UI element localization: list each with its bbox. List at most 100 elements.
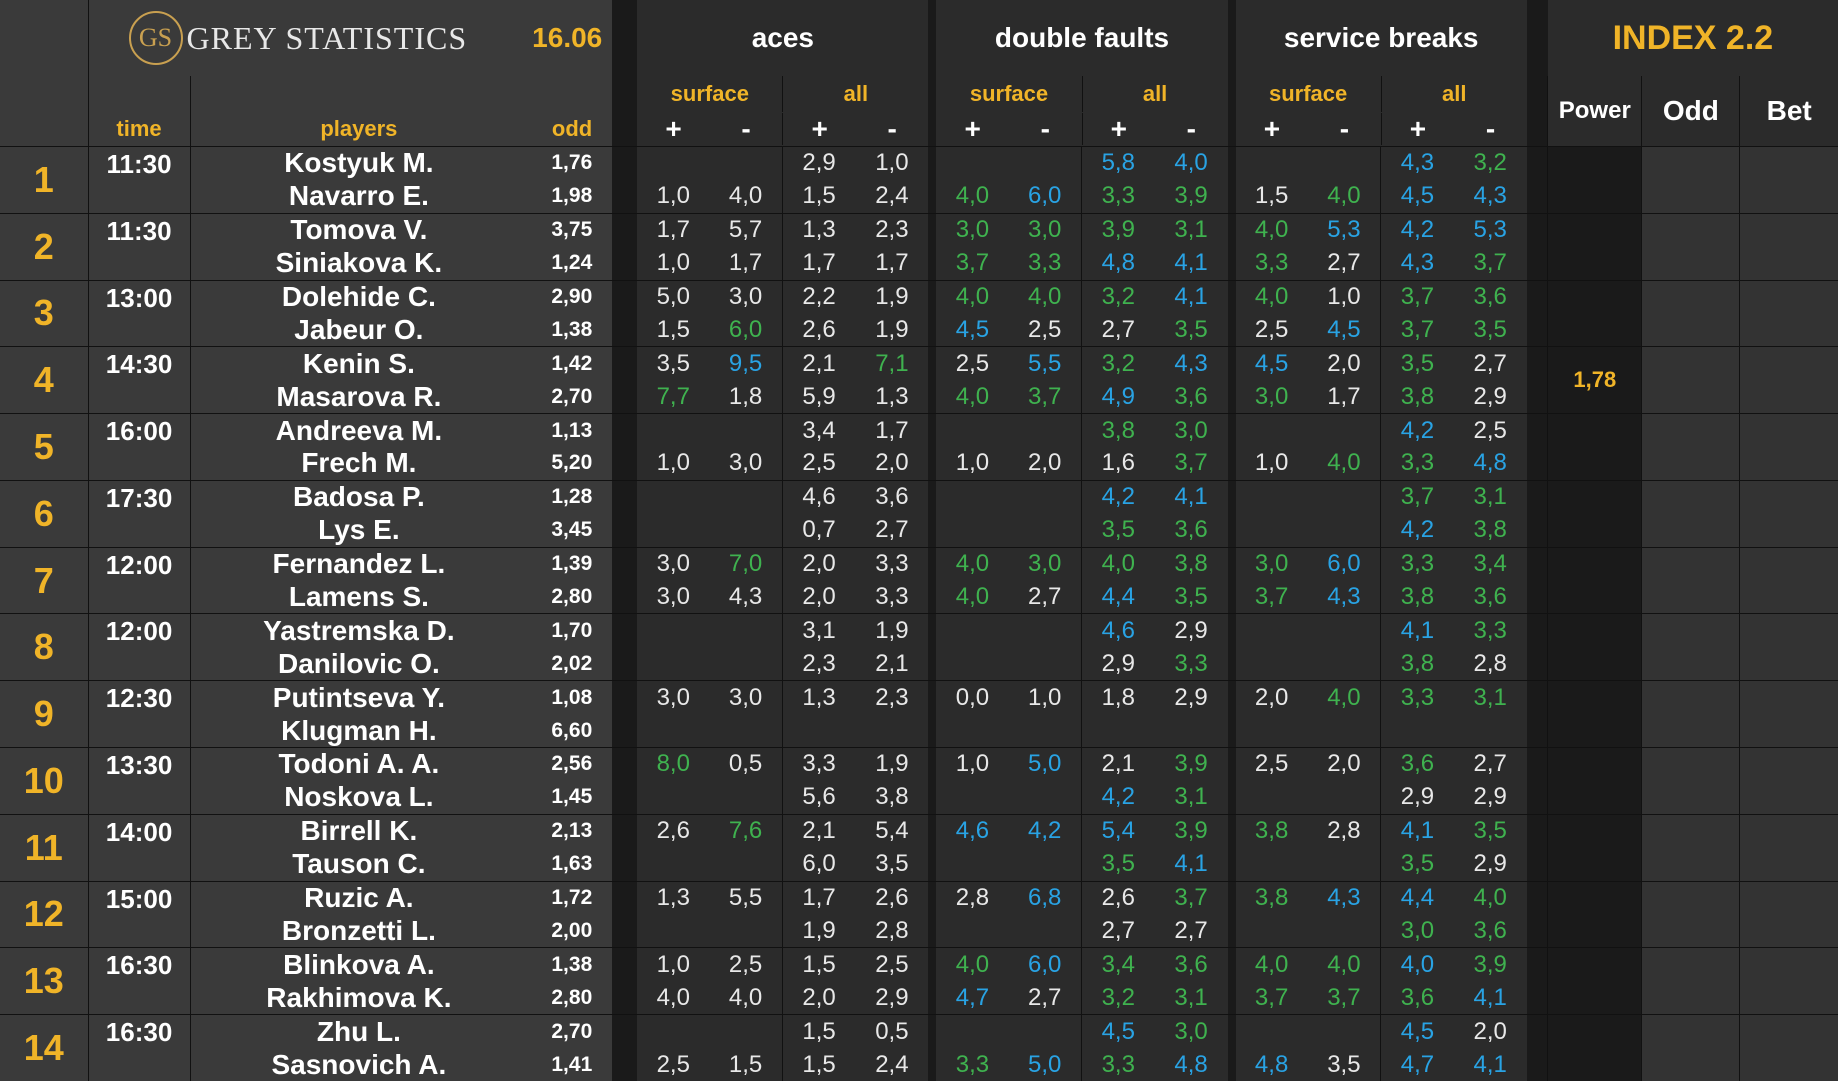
- odd-value: [1641, 279, 1740, 347]
- player-odd: 5,20: [527, 447, 613, 481]
- stat-value: 3,0: [709, 279, 783, 314]
- separator: [928, 313, 937, 347]
- stat-value: 3,0: [709, 447, 783, 481]
- all-label: all: [1081, 76, 1228, 112]
- stat-value: 3,3: [1235, 246, 1308, 281]
- stat-value: 3,8: [1154, 546, 1228, 581]
- separator: [612, 1014, 638, 1049]
- logo: GS GREY STATISTICS: [87, 0, 528, 76]
- stat-value: 4,8: [1453, 447, 1527, 481]
- separator: [1227, 947, 1236, 982]
- separator: [1227, 212, 1236, 247]
- stat-value: 2,5: [637, 1048, 710, 1081]
- stat-value: [936, 847, 1009, 882]
- separator: [612, 179, 638, 214]
- stat-value: 4,0: [936, 546, 1009, 581]
- stat-value: 3,3: [1154, 647, 1228, 681]
- player-row: 9 12:30 Putintseva Y. 1,08 3,0 3,0 1,3 2,3 0,0 1,…: [0, 680, 1838, 748]
- stat-value: 1,0: [637, 246, 710, 281]
- stat-value: 2,9: [1080, 647, 1155, 681]
- stat-value: 3,8: [1235, 880, 1308, 915]
- separator: [1227, 346, 1236, 381]
- stat-value: [1008, 145, 1082, 180]
- stat-value: 1,8: [1080, 680, 1155, 715]
- stat-value: 3,0: [1380, 914, 1454, 948]
- stat-value: [936, 413, 1009, 448]
- stat-value: 3,1: [1453, 479, 1527, 514]
- stat-value: [637, 847, 710, 882]
- player-odd: 1,76: [527, 145, 613, 180]
- match-time: 12:30: [87, 680, 191, 748]
- stat-value: 2,5: [1235, 313, 1308, 347]
- separator: [928, 0, 937, 76]
- bet-value: [1739, 680, 1838, 748]
- stat-value: 3,8: [1235, 813, 1308, 848]
- stat-value: 3,5: [1080, 513, 1155, 548]
- stat-value: 2,9: [1154, 680, 1228, 715]
- player-odd: 1,63: [527, 847, 613, 882]
- stat-value: 3,0: [637, 546, 710, 581]
- separator: [612, 880, 638, 915]
- stat-value: [1307, 613, 1381, 648]
- player-row: 7 12:00 Fernandez L. 1,39 3,0 7,0 2,0 3,3 4,0 3,0…: [0, 546, 1838, 614]
- separator: [1526, 279, 1548, 314]
- separator: [1227, 380, 1236, 414]
- stat-value: 2,8: [855, 914, 929, 948]
- player-row: 3 13:00 Dolehide C. 2,90 5,0 3,0 2,2 1,9 4,0 4,0 3…: [0, 279, 1838, 347]
- stat-value: [1307, 145, 1381, 180]
- separator: [612, 380, 638, 414]
- player-name: Andreeva M.: [189, 413, 528, 448]
- player-odd: 1,24: [527, 246, 613, 281]
- stat-value: 5,0: [1008, 1048, 1082, 1081]
- power-value: 1,78: [1547, 346, 1642, 414]
- stat-value: [1080, 714, 1155, 748]
- stat-value: 3,8: [1380, 580, 1454, 614]
- bet-value: [1739, 880, 1838, 948]
- stat-value: 0,7: [781, 513, 856, 548]
- match-time: 15:00: [87, 880, 191, 948]
- stat-value: 3,7: [1380, 313, 1454, 347]
- stat-value: 2,5: [855, 947, 929, 982]
- separator: [1227, 0, 1236, 76]
- player-odd: 1,13: [527, 413, 613, 448]
- stat-value: [1008, 479, 1082, 514]
- stat-value: [1008, 1014, 1082, 1049]
- separator: [1227, 613, 1236, 648]
- separator: [1526, 747, 1548, 781]
- stat-value: 3,3: [1380, 680, 1454, 715]
- stat-value: 3,8: [1453, 513, 1527, 548]
- stat-value: 3,3: [1008, 246, 1082, 281]
- stat-value: 2,2: [781, 279, 856, 314]
- stat-value: [936, 647, 1009, 681]
- stat-value: 4,0: [1235, 947, 1308, 982]
- separator: [1526, 145, 1548, 180]
- separator: [1526, 647, 1548, 681]
- stat-value: 1,7: [637, 212, 710, 247]
- stat-value: [1008, 914, 1082, 948]
- stat-value: 3,7: [936, 246, 1009, 281]
- stat-value: [637, 647, 710, 681]
- separator: [612, 580, 638, 614]
- stat-value: 3,5: [1307, 1048, 1381, 1081]
- minus-label: -: [887, 113, 897, 144]
- stat-value: 3,7: [1380, 479, 1454, 514]
- player-odd: 3,75: [527, 212, 613, 247]
- power-header: Power: [1547, 76, 1642, 147]
- odd-value: [1641, 212, 1740, 281]
- corner-cell: [0, 76, 89, 147]
- stat-value: 4,3: [709, 580, 783, 614]
- stat-value: 4,0: [637, 981, 710, 1015]
- stat-value: 4,6: [936, 813, 1009, 848]
- stat-value: 2,1: [1080, 747, 1155, 781]
- stat-value: [1008, 513, 1082, 548]
- player-row: 5 16:00 Andreeva M. 1,13 3,4 1,7 3,8 3,0 4,2 2,5: [0, 413, 1838, 481]
- stat-value: 4,8: [1235, 1048, 1308, 1081]
- stat-value: 3,7: [1307, 981, 1381, 1015]
- stat-value: 3,9: [1453, 947, 1527, 982]
- odd-value: [1641, 346, 1740, 414]
- bet-value: [1739, 479, 1838, 548]
- stat-value: [637, 780, 710, 815]
- separator: [928, 346, 937, 381]
- stat-value: 3,6: [1154, 380, 1228, 414]
- match-index: 11: [0, 813, 89, 882]
